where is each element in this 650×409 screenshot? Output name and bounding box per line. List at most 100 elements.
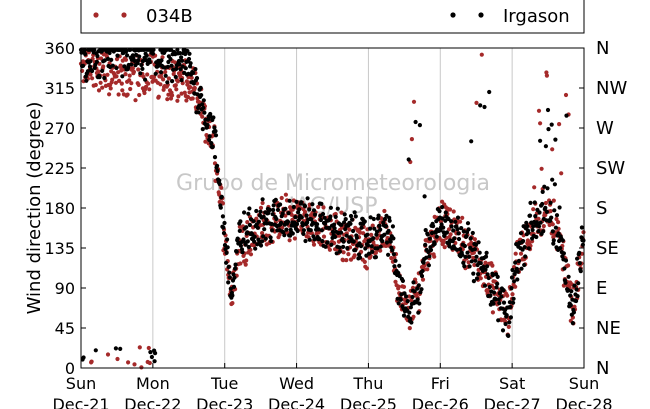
data-point	[451, 228, 456, 233]
data-point	[362, 219, 367, 224]
data-point	[94, 59, 99, 64]
data-point	[500, 328, 506, 333]
data-point	[200, 102, 205, 107]
data-point	[307, 207, 312, 212]
data-point	[165, 97, 170, 102]
data-point	[230, 301, 235, 306]
data-point	[107, 92, 112, 97]
data-point	[137, 345, 142, 350]
data-point	[82, 47, 87, 52]
data-point	[143, 77, 148, 82]
data-point	[511, 296, 516, 301]
data-point	[382, 208, 387, 214]
data-point	[97, 75, 102, 80]
data-point	[93, 348, 98, 353]
data-point	[226, 264, 231, 269]
data-point	[416, 283, 421, 288]
data-point	[186, 56, 192, 62]
x-tick-date-label: Dec-27	[484, 395, 541, 409]
data-point	[168, 56, 173, 62]
data-point	[267, 207, 273, 212]
data-point	[543, 200, 549, 206]
y-tick-label: 0	[65, 359, 75, 378]
data-point	[532, 200, 537, 205]
data-point	[504, 313, 509, 318]
data-point	[291, 204, 296, 210]
data-point	[427, 254, 432, 259]
data-point	[487, 284, 492, 290]
data-point	[316, 204, 321, 210]
data-point	[490, 273, 495, 278]
data-point	[523, 254, 528, 259]
data-point	[212, 155, 218, 160]
data-point	[115, 53, 120, 58]
data-point	[410, 294, 415, 300]
data-point	[411, 314, 416, 319]
data-point	[271, 207, 276, 213]
data-point	[144, 53, 149, 58]
data-point	[92, 65, 97, 70]
data-point	[359, 225, 364, 230]
data-point	[368, 226, 373, 231]
data-point	[170, 79, 175, 84]
data-point	[270, 228, 275, 233]
data-point	[503, 321, 508, 327]
data-point	[269, 239, 274, 244]
data-point	[548, 209, 553, 214]
data-point	[268, 235, 273, 240]
data-point	[416, 310, 421, 315]
data-point	[270, 212, 275, 217]
data-point	[90, 68, 95, 74]
data-point	[432, 241, 437, 246]
data-point	[297, 207, 302, 212]
data-point	[253, 246, 258, 251]
data-point	[174, 87, 179, 92]
data-point	[495, 274, 500, 279]
data-point	[160, 55, 165, 60]
data-point	[556, 231, 561, 236]
data-point	[302, 204, 308, 209]
data-point	[284, 227, 289, 232]
data-point	[144, 84, 149, 89]
data-point	[428, 247, 434, 253]
data-point	[134, 52, 139, 58]
y-axis-left: 0 45 90 135 180 225 270 315 360	[44, 39, 86, 378]
data-point	[370, 223, 375, 228]
data-point	[415, 286, 420, 291]
data-point	[462, 264, 467, 269]
data-point	[311, 242, 317, 247]
data-point	[81, 63, 86, 68]
data-point	[179, 91, 184, 96]
data-point	[233, 266, 238, 271]
data-point	[96, 88, 102, 93]
data-point	[386, 228, 391, 233]
data-point	[493, 297, 498, 302]
data-point	[531, 207, 536, 212]
data-point	[173, 83, 178, 88]
data-point	[246, 211, 251, 216]
data-point	[285, 219, 291, 224]
data-point	[556, 220, 561, 225]
data-point	[406, 157, 411, 162]
data-point	[397, 263, 402, 268]
data-point	[407, 310, 412, 315]
data-point	[212, 125, 217, 130]
data-point	[301, 231, 306, 236]
data-point	[562, 266, 567, 271]
data-point	[261, 214, 266, 219]
data-point	[171, 67, 176, 72]
data-point	[461, 229, 466, 234]
data-point	[576, 281, 581, 286]
data-point	[113, 346, 118, 351]
data-point	[370, 249, 375, 254]
data-point	[234, 249, 239, 254]
data-point	[453, 219, 458, 224]
data-point	[312, 212, 318, 217]
data-point	[219, 194, 224, 199]
data-point	[176, 58, 182, 64]
data-point	[93, 82, 98, 88]
data-point	[189, 75, 194, 80]
data-point	[247, 206, 252, 211]
data-point	[538, 138, 543, 143]
